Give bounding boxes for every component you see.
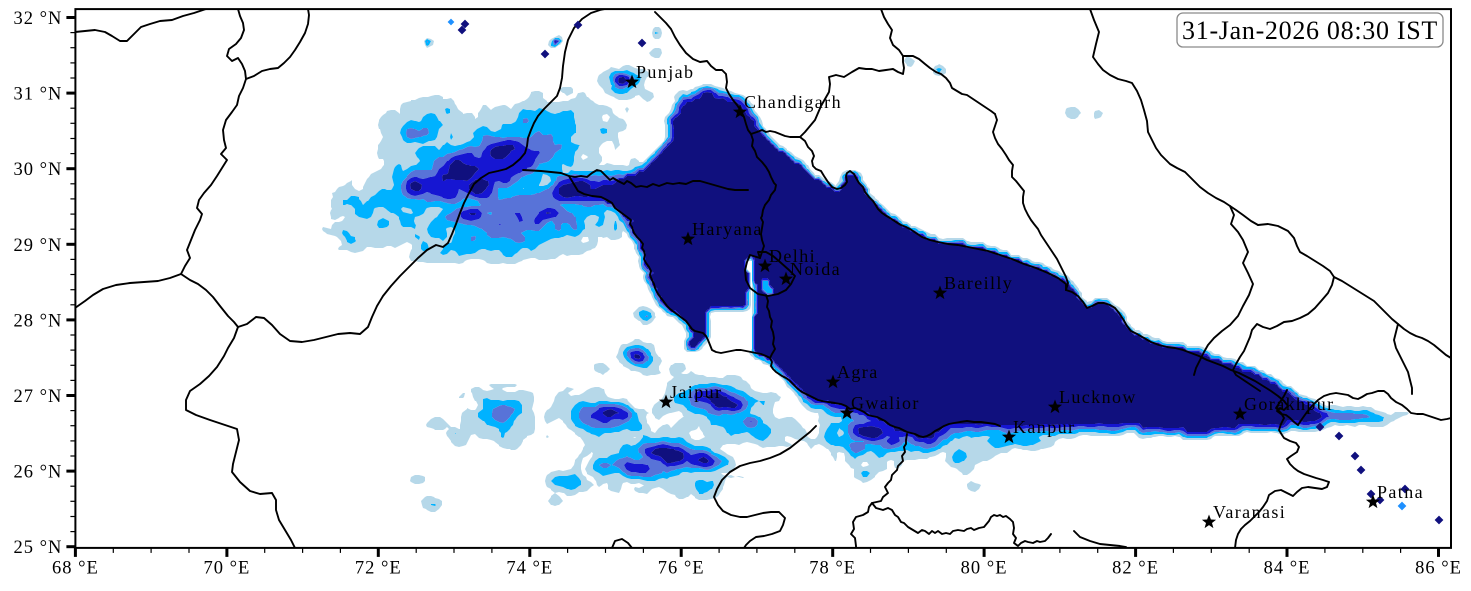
svg-text:Kanpur: Kanpur <box>1013 417 1075 437</box>
svg-text:25 °N: 25 °N <box>14 538 63 558</box>
svg-text:Lucknow: Lucknow <box>1059 387 1137 407</box>
svg-text:28 °N: 28 °N <box>14 311 63 331</box>
svg-text:30 °N: 30 °N <box>14 160 63 180</box>
svg-text:31 °N: 31 °N <box>14 85 63 105</box>
svg-text:Punjab: Punjab <box>636 62 694 82</box>
svg-text:Delhi: Delhi <box>769 246 816 266</box>
svg-text:70 °E: 70 °E <box>203 558 250 578</box>
svg-text:74 °E: 74 °E <box>506 558 553 578</box>
svg-text:84 °E: 84 °E <box>1264 558 1311 578</box>
svg-text:Gorakhpur: Gorakhpur <box>1244 394 1335 414</box>
svg-text:Jaipur: Jaipur <box>670 382 722 402</box>
svg-text:80 °E: 80 °E <box>961 558 1008 578</box>
svg-text:72 °E: 72 °E <box>355 558 402 578</box>
svg-text:76 °E: 76 °E <box>658 558 705 578</box>
svg-text:68 °E: 68 °E <box>52 558 99 578</box>
svg-text:Agra: Agra <box>837 362 879 382</box>
svg-text:26 °N: 26 °N <box>14 463 63 483</box>
svg-text:Haryana: Haryana <box>692 219 763 239</box>
svg-text:82 °E: 82 °E <box>1112 558 1159 578</box>
svg-text:Chandigarh: Chandigarh <box>744 92 842 112</box>
svg-text:86 °E: 86 °E <box>1415 558 1462 578</box>
svg-text:Bareilly: Bareilly <box>944 273 1013 293</box>
svg-text:31-Jan-2026 08:30 IST: 31-Jan-2026 08:30 IST <box>1182 16 1438 45</box>
svg-text:32 °N: 32 °N <box>14 9 63 29</box>
svg-text:27 °N: 27 °N <box>14 387 63 407</box>
svg-text:Noida: Noida <box>790 259 841 279</box>
svg-text:Varanasi: Varanasi <box>1213 502 1286 522</box>
svg-text:Gwalior: Gwalior <box>851 393 920 413</box>
svg-text:78 °E: 78 °E <box>809 558 856 578</box>
svg-text:29 °N: 29 °N <box>14 236 63 256</box>
svg-text:Patna: Patna <box>1377 482 1424 502</box>
